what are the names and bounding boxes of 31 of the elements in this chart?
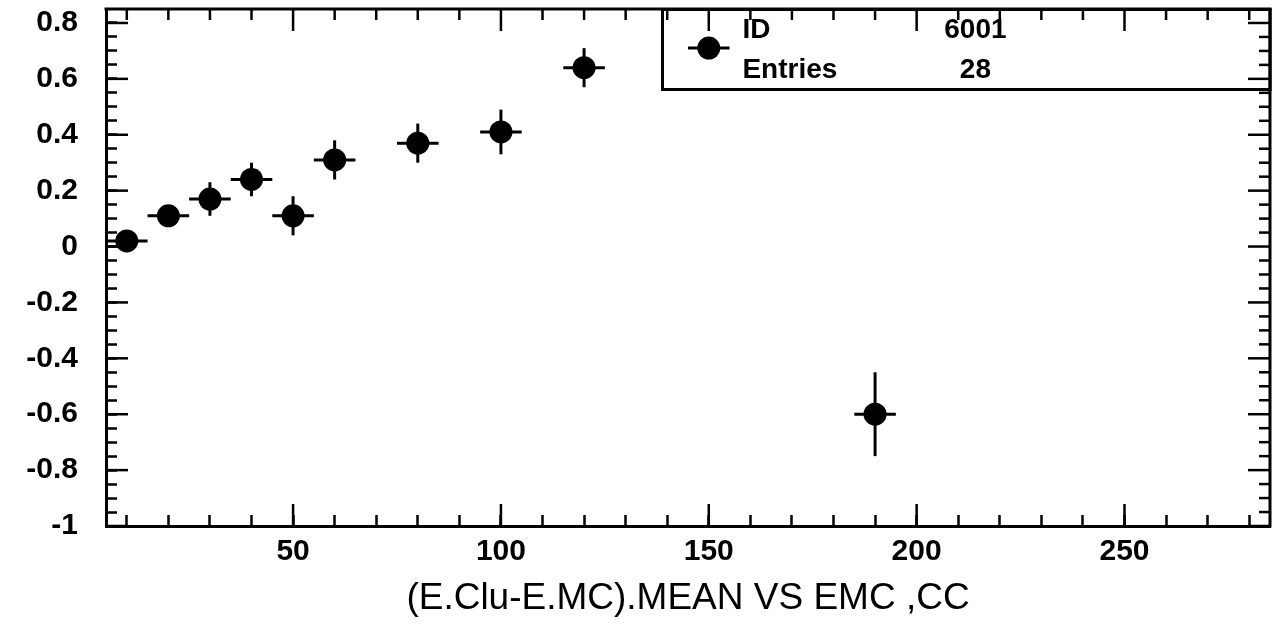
y-tick-label: 0.8 — [36, 4, 78, 38]
y-tick-label: -0.4 — [26, 339, 79, 373]
point — [697, 36, 721, 60]
point — [323, 148, 347, 172]
point — [863, 402, 887, 426]
point — [115, 229, 139, 253]
y-tick-label: 0 — [61, 227, 78, 261]
point — [281, 204, 305, 228]
x-tick-label: 250 — [1099, 533, 1150, 567]
x-axis-title: (E.Clu-E.MC).MEAN VS EMC ,CC — [406, 576, 970, 618]
annotation: ID — [742, 13, 771, 45]
x-tick-label: 100 — [475, 533, 526, 567]
point — [240, 167, 263, 191]
point — [489, 120, 513, 144]
y-tick-label: -0.2 — [26, 283, 78, 317]
annotation: 6001 — [943, 13, 1008, 45]
y-tick-label: -0.8 — [26, 451, 78, 485]
x-tick-label: 200 — [891, 533, 942, 567]
annotation: Entries — [742, 53, 838, 85]
y-tick-label: 0.6 — [36, 60, 78, 94]
y-tick-label: 0.4 — [36, 116, 79, 150]
point — [198, 187, 222, 211]
point — [572, 56, 596, 80]
annotation: 28 — [958, 53, 992, 85]
x-tick-label: 150 — [683, 533, 734, 567]
x-tick-label: 50 — [276, 533, 310, 567]
y-tick-label: -1 — [51, 507, 78, 541]
y-tick-label: -0.6 — [26, 395, 78, 429]
point — [156, 204, 180, 228]
y-tick-label: 0.2 — [36, 171, 78, 205]
point — [406, 131, 430, 155]
